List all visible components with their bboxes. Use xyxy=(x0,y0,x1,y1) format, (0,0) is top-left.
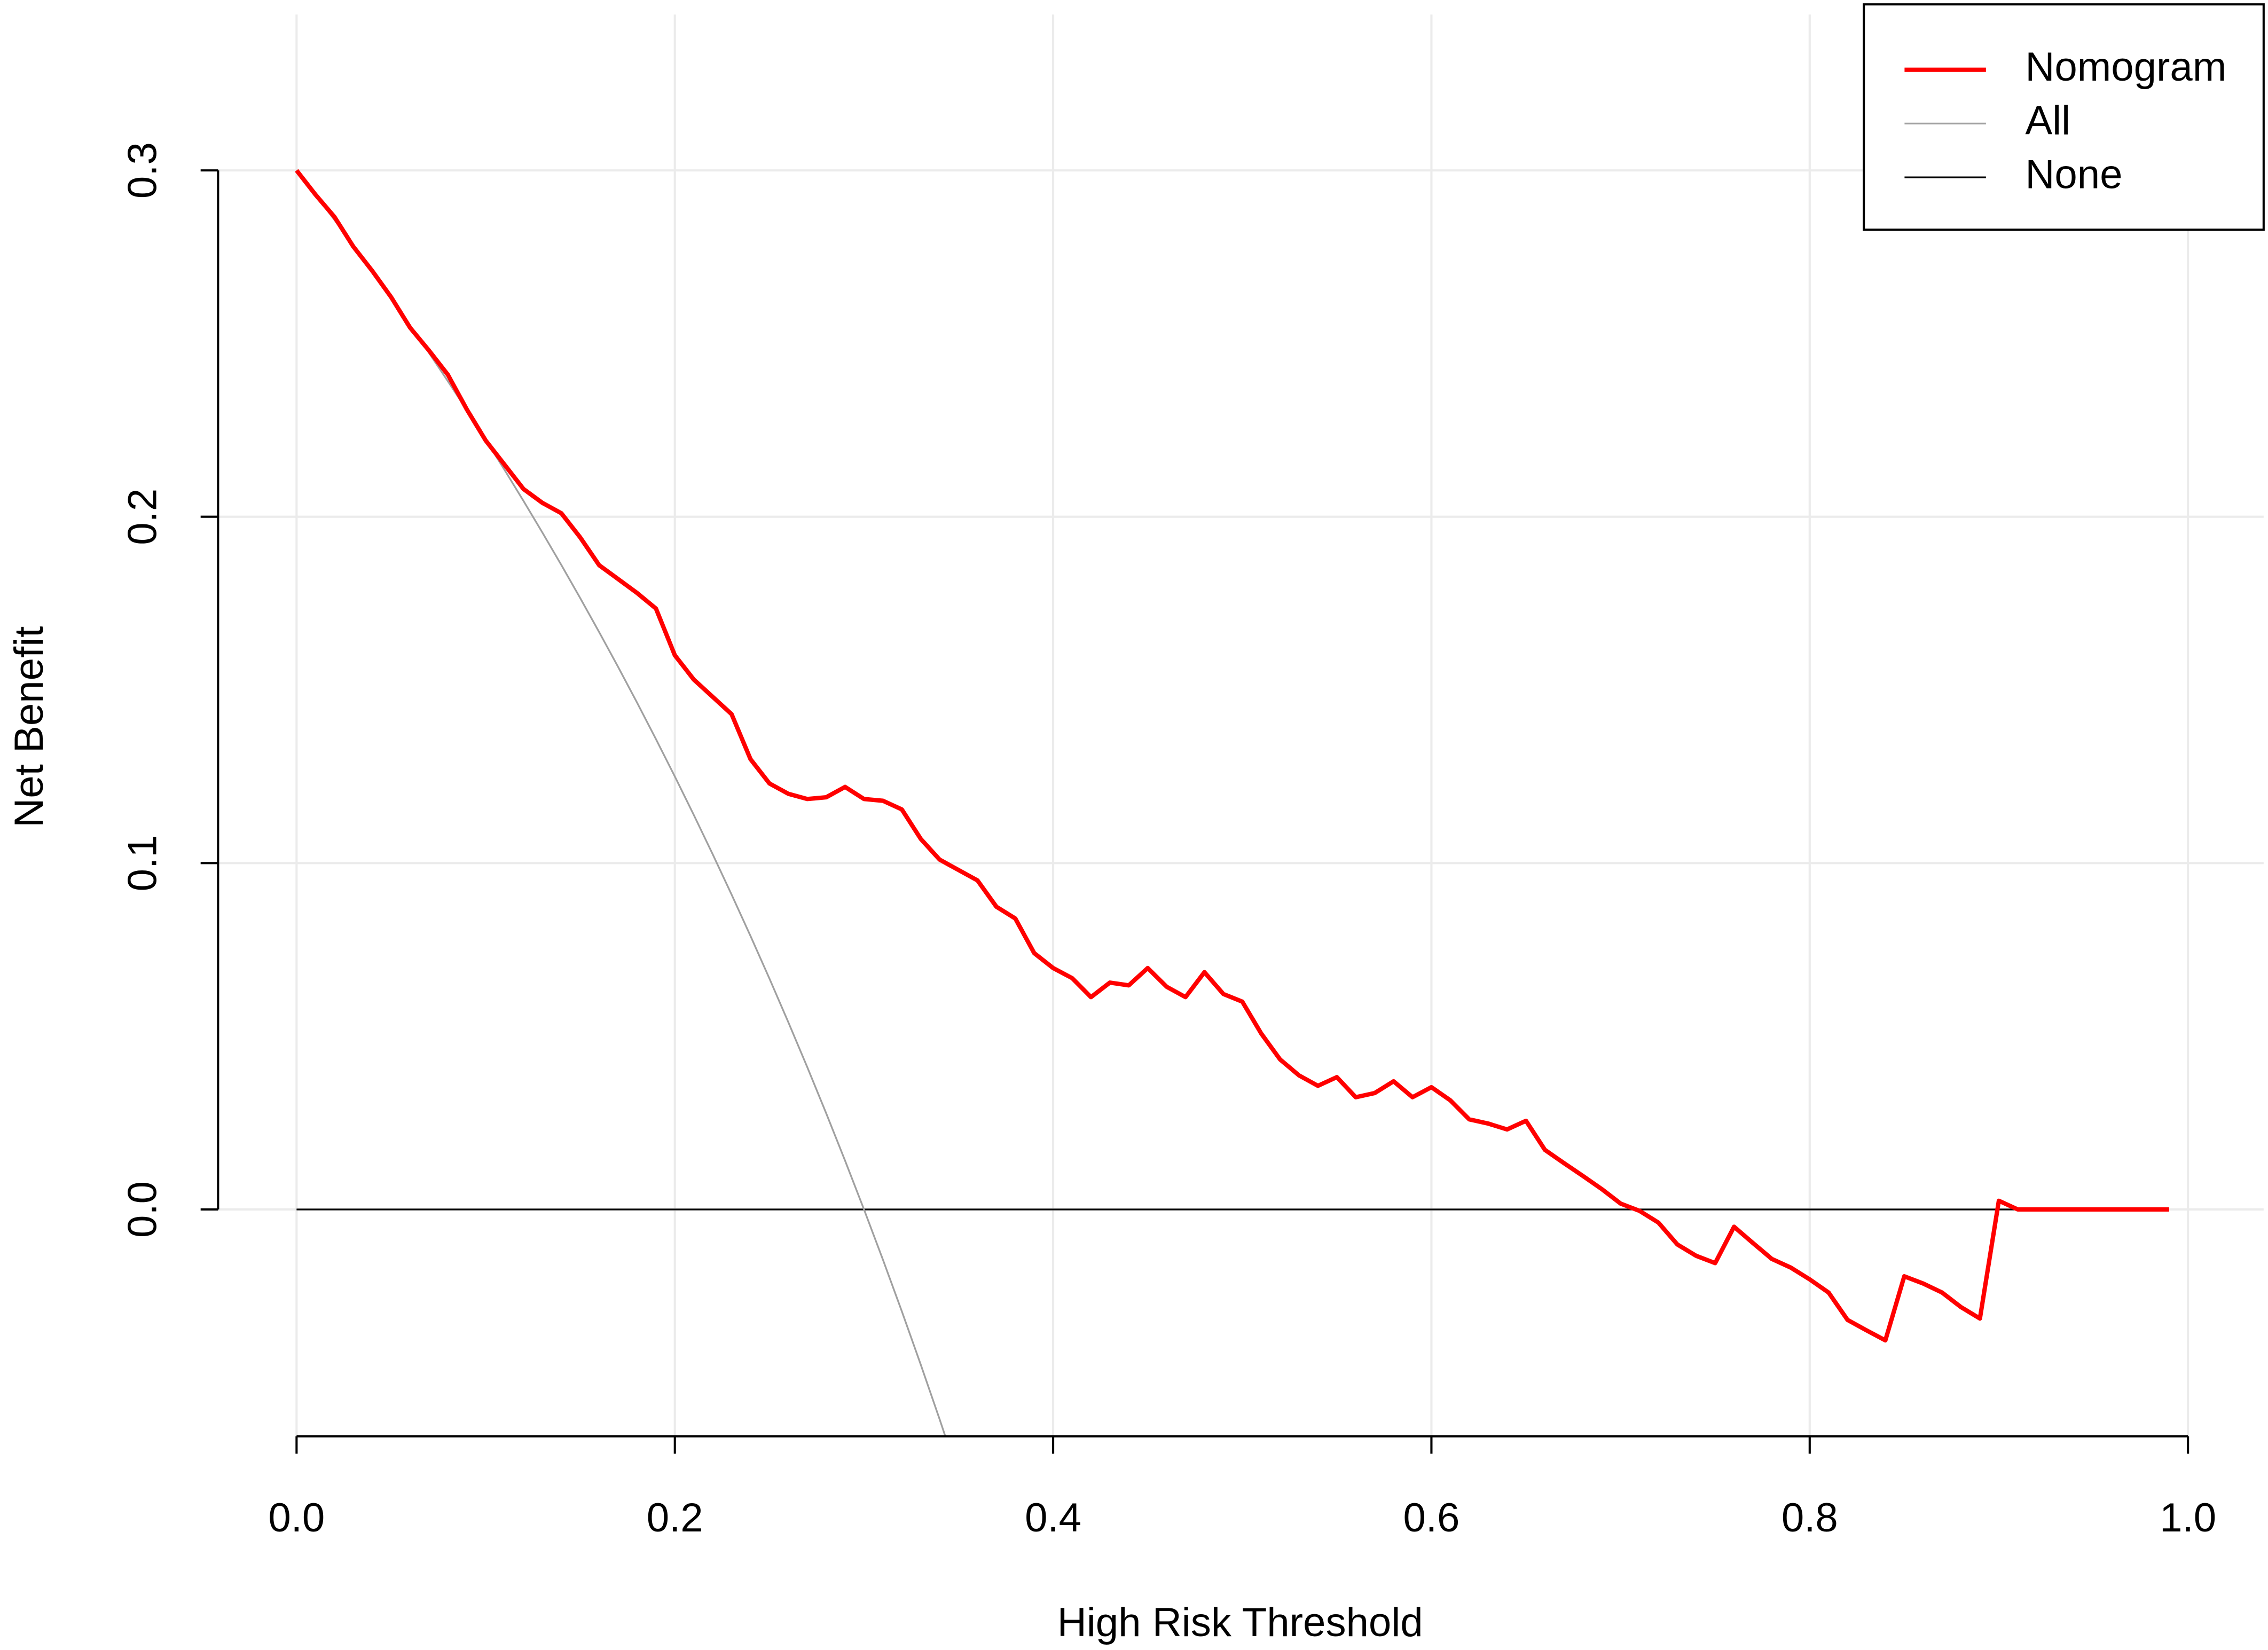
legend: Nomogram All None xyxy=(1863,3,2265,231)
legend-box xyxy=(1863,3,2265,231)
x-axis-label: High Risk Threshold xyxy=(1057,1600,1423,1645)
series-line xyxy=(296,170,946,1436)
y-tick-label: 0.1 xyxy=(120,835,165,891)
y-tick-label: 0.0 xyxy=(120,1181,165,1238)
x-tick-label: 1.0 xyxy=(2160,1495,2216,1541)
legend-label: All xyxy=(2025,98,2070,144)
x-tick-label: 0.8 xyxy=(1782,1495,1838,1541)
y-tick-label: 0.3 xyxy=(120,142,165,199)
x-tick-label: 0.6 xyxy=(1403,1495,1459,1541)
legend-label: Nomogram xyxy=(2025,44,2226,90)
x-tick-label: 0.4 xyxy=(1025,1495,1081,1541)
x-tick-label: 0.0 xyxy=(268,1495,325,1541)
legend-label: None xyxy=(2025,152,2122,197)
x-tick-label: 0.2 xyxy=(647,1495,703,1541)
series-line xyxy=(295,169,2169,1343)
axes: 0.0 0.2 0.4 0.6 0.8 1.0 0.0 0.1 0.2 0.3 xyxy=(120,142,2216,1541)
plot-area xyxy=(295,169,2169,1436)
y-axis-label: Net Benefit xyxy=(6,626,52,828)
y-tick-label: 0.2 xyxy=(120,489,165,545)
